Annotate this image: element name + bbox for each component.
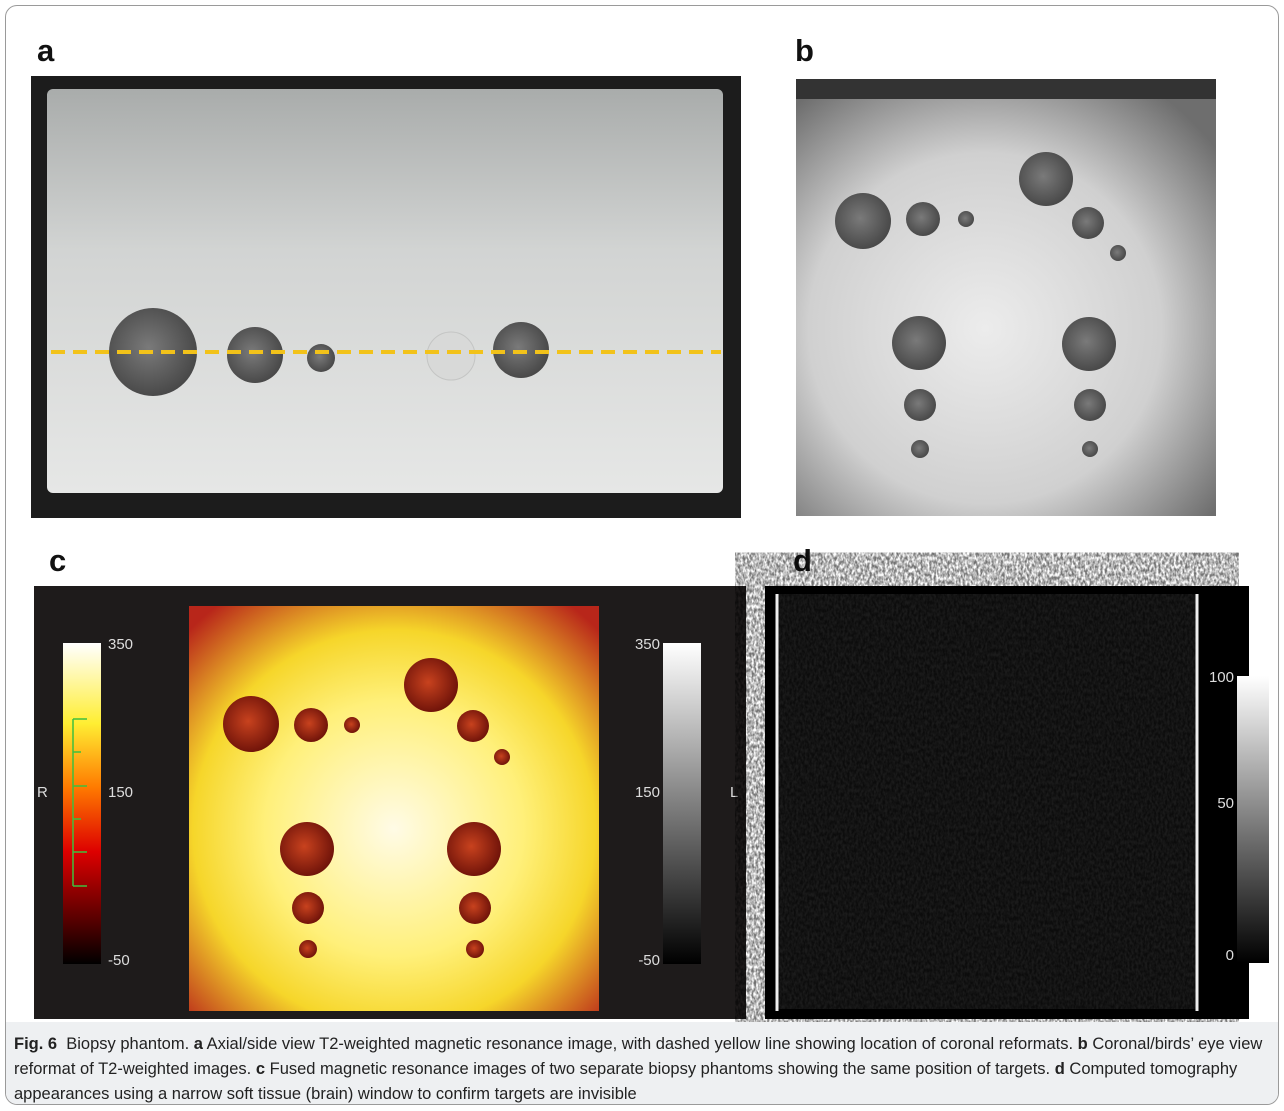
caption-letter: b [1078,1035,1088,1053]
caption-text: Axial/side view T2-weighted magnetic res… [207,1035,1073,1053]
caption-label: Fig. 6 [14,1035,57,1053]
colorbar-label: 0 [1226,947,1234,964]
phantom [796,99,1216,516]
colorbar-label: -50 [108,952,130,969]
colorbar-label: 50 [1217,795,1234,812]
colorbar [63,643,101,964]
panel-label: d [793,543,812,578]
panel-label: c [49,543,66,578]
colorbar-label: 350 [635,636,660,653]
caption-letter: d [1055,1060,1065,1078]
panel-label: b [795,33,814,68]
orientation-label: R [37,784,48,801]
colorbar-label: 100 [1209,669,1234,686]
caption-letter: c [256,1060,265,1078]
phantom [47,89,723,493]
figure-image: a b c 350 150 -50 R 350 150 -50 L d 100 … [6,6,1278,1022]
ct-noise [777,594,1197,1009]
caption: Fig. 6 Biopsy phantom. a Axial/side view… [6,1022,1278,1104]
colorbar [1237,676,1269,963]
panel-label: a [37,33,55,68]
caption-letter: a [194,1035,203,1053]
colorbar-label: -50 [638,952,660,969]
colorbar-label: 150 [635,784,660,801]
caption-title: Biopsy phantom. [66,1035,189,1053]
colorbar [663,643,701,964]
figure: a b c 350 150 -50 R 350 150 -50 L d 100 … [5,5,1279,1105]
orientation-label: L [730,784,738,801]
phantom [189,606,599,1011]
colorbar-label: 350 [108,636,133,653]
caption-text: Fused magnetic resonance images of two s… [270,1060,1051,1078]
colorbar-label: 150 [108,784,133,801]
